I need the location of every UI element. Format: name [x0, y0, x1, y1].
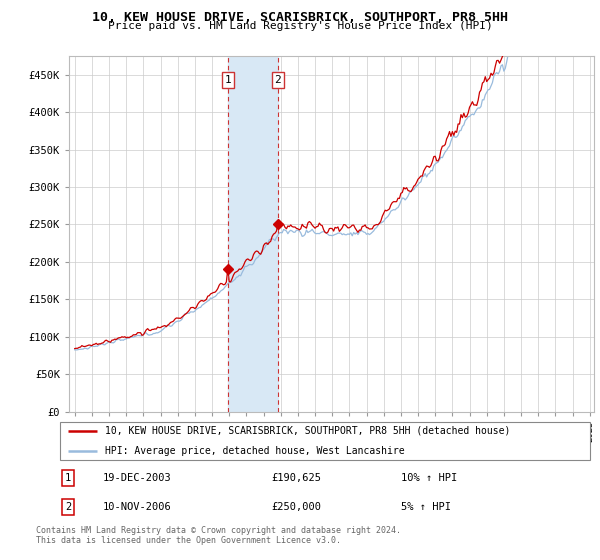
- Text: £250,000: £250,000: [272, 502, 322, 512]
- Text: 10, KEW HOUSE DRIVE, SCARISBRICK, SOUTHPORT, PR8 5HH: 10, KEW HOUSE DRIVE, SCARISBRICK, SOUTHP…: [92, 11, 508, 24]
- Text: 1: 1: [65, 473, 71, 483]
- Text: 2: 2: [274, 75, 281, 85]
- Text: Price paid vs. HM Land Registry's House Price Index (HPI): Price paid vs. HM Land Registry's House …: [107, 21, 493, 31]
- Text: 10% ↑ HPI: 10% ↑ HPI: [401, 473, 457, 483]
- Text: £190,625: £190,625: [272, 473, 322, 483]
- Text: Contains HM Land Registry data © Crown copyright and database right 2024.: Contains HM Land Registry data © Crown c…: [36, 526, 401, 535]
- Text: This data is licensed under the Open Government Licence v3.0.: This data is licensed under the Open Gov…: [36, 536, 341, 545]
- Bar: [228, 56, 278, 412]
- Text: 19-DEC-2003: 19-DEC-2003: [103, 473, 172, 483]
- Text: HPI: Average price, detached house, West Lancashire: HPI: Average price, detached house, West…: [106, 446, 405, 456]
- Text: 1: 1: [224, 75, 231, 85]
- FancyBboxPatch shape: [59, 422, 590, 460]
- Text: 10-NOV-2006: 10-NOV-2006: [103, 502, 172, 512]
- Text: 10, KEW HOUSE DRIVE, SCARISBRICK, SOUTHPORT, PR8 5HH (detached house): 10, KEW HOUSE DRIVE, SCARISBRICK, SOUTHP…: [106, 426, 511, 436]
- Text: 2: 2: [65, 502, 71, 512]
- Text: 5% ↑ HPI: 5% ↑ HPI: [401, 502, 451, 512]
